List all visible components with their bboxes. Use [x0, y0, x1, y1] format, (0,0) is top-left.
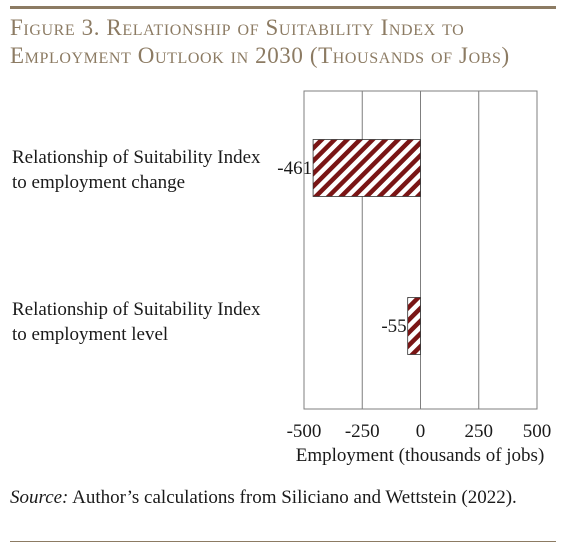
data-label-1: -55 [381, 316, 406, 337]
x-tick-labels: -500 -250 0 250 500 [287, 421, 552, 442]
source-label: Source: [10, 487, 69, 508]
bar-chart: -461 -55 Relationship of Suitability Inde… [12, 90, 552, 466]
figure-title: Figure 3. Relationship of Suitability In… [10, 14, 558, 70]
x-axis-label: Employment (thousands of jobs) [296, 445, 545, 466]
x-tick-label-0: -500 [287, 421, 322, 442]
figure-title-line-2: Employment Outlook in 2030 (Thousands of… [10, 43, 510, 68]
x-tick-label-2: 0 [416, 421, 426, 442]
figure-title-line-1: Figure 3. Relationship of Suitability In… [10, 15, 465, 40]
top-rule [10, 6, 556, 9]
bar-0 [312, 139, 421, 197]
plot-frame [303, 90, 538, 410]
category-label-0-line-1: to employment change [12, 172, 185, 193]
x-tick-label-1: -250 [345, 421, 380, 442]
bars [312, 139, 421, 355]
category-label-1-line-0: Relationship of Suitability Index [12, 299, 261, 320]
gridlines [303, 91, 538, 409]
source-text: Author’s calculations from Siliciano and… [68, 487, 517, 508]
source-note: Source: Author’s calculations from Silic… [10, 486, 558, 510]
data-labels: -461 -55 [277, 158, 406, 337]
x-tick-label-3: 250 [465, 421, 494, 442]
bar-1 [407, 297, 421, 355]
category-label-1-line-1: to employment level [12, 324, 168, 345]
category-labels: Relationship of Suitability Index to empl… [12, 147, 261, 345]
category-label-0-line-0: Relationship of Suitability Index [12, 147, 261, 168]
bottom-rule [10, 541, 556, 542]
data-label-0: -461 [277, 158, 312, 179]
x-tick-label-4: 500 [523, 421, 552, 442]
